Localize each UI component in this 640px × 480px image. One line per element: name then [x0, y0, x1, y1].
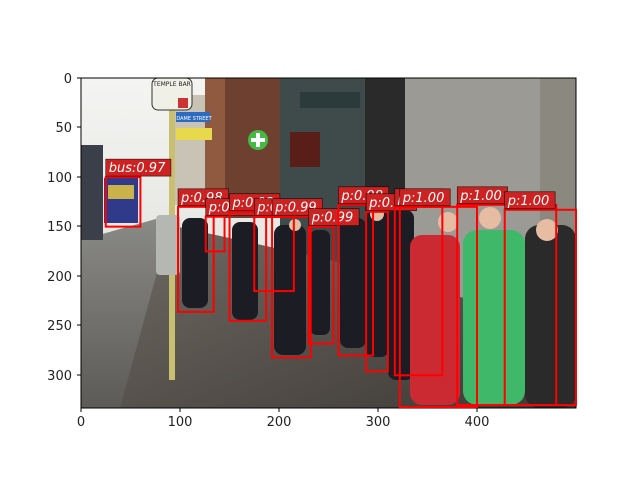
detection-6: p:0.99	[307, 208, 360, 345]
detection-box	[503, 208, 577, 407]
x-axis: 0 100 200 300 400	[77, 408, 490, 430]
y-tick-label: 200	[47, 270, 72, 285]
detection-0: bus:0.97	[104, 158, 172, 228]
y-tick: 250	[47, 319, 81, 334]
y-tick-label: 250	[47, 319, 72, 334]
detection-label: p:1.00	[507, 194, 550, 209]
x-tick: 200	[267, 408, 292, 430]
y-axis: 0 50 100 150 200 250 300	[47, 72, 81, 384]
x-tick: 400	[465, 408, 490, 430]
detection-12: p:1.00	[503, 191, 577, 407]
x-tick-label: 200	[267, 415, 292, 430]
dame-street-sign-text: DAME STREET	[176, 116, 212, 122]
y-tick-label: 0	[64, 72, 72, 87]
y-tick-label: 300	[47, 369, 72, 384]
detection-box	[177, 205, 215, 313]
x-tick: 100	[168, 408, 193, 430]
detection-box	[398, 205, 478, 409]
detection-label-bg	[399, 188, 451, 207]
y-tick: 0	[64, 72, 81, 87]
detection-box	[271, 215, 312, 359]
street-photo: TEMPLE BAR DAME STREET	[81, 78, 576, 408]
y-tick-label: 50	[55, 121, 72, 136]
detection-label: p:1.00	[402, 191, 445, 206]
y-tick-label: 100	[47, 171, 72, 186]
y-tick-label: 150	[47, 220, 72, 235]
detection-box	[228, 210, 268, 322]
x-tick-label: 300	[366, 415, 391, 430]
y-tick: 200	[47, 270, 81, 285]
y-tick: 300	[47, 369, 81, 384]
detection-label: bus:0.97	[109, 161, 166, 176]
x-tick-label: 100	[168, 415, 193, 430]
x-tick: 0	[77, 408, 85, 430]
detection-5: p:0.99	[271, 198, 323, 359]
detection-layer: bus:0.97p:0.98p:0.92p:0.92p:0.79p:0.99p:…	[104, 158, 577, 409]
y-tick: 50	[55, 121, 81, 136]
detection-label: p:1.00	[459, 189, 502, 204]
y-tick: 150	[47, 220, 81, 235]
detection-box	[307, 225, 335, 345]
detection-box	[337, 203, 375, 357]
detection-label-bg	[308, 208, 360, 226]
detection-box	[365, 210, 389, 373]
detection-label-bg	[504, 191, 556, 210]
detection-10: p:1.00	[398, 188, 478, 409]
detection-box	[204, 215, 226, 253]
x-tick: 300	[366, 408, 391, 430]
y-tick: 100	[47, 171, 81, 186]
detection-label-bg	[105, 158, 172, 177]
detection-label: p:0.99	[311, 211, 354, 226]
detection-box	[104, 176, 142, 228]
x-tick-label: 400	[465, 415, 490, 430]
temple-bar-sign-text: TEMPLE BAR	[152, 81, 191, 88]
x-tick-label: 0	[77, 415, 85, 430]
detection-label: p:0.99	[274, 201, 317, 216]
